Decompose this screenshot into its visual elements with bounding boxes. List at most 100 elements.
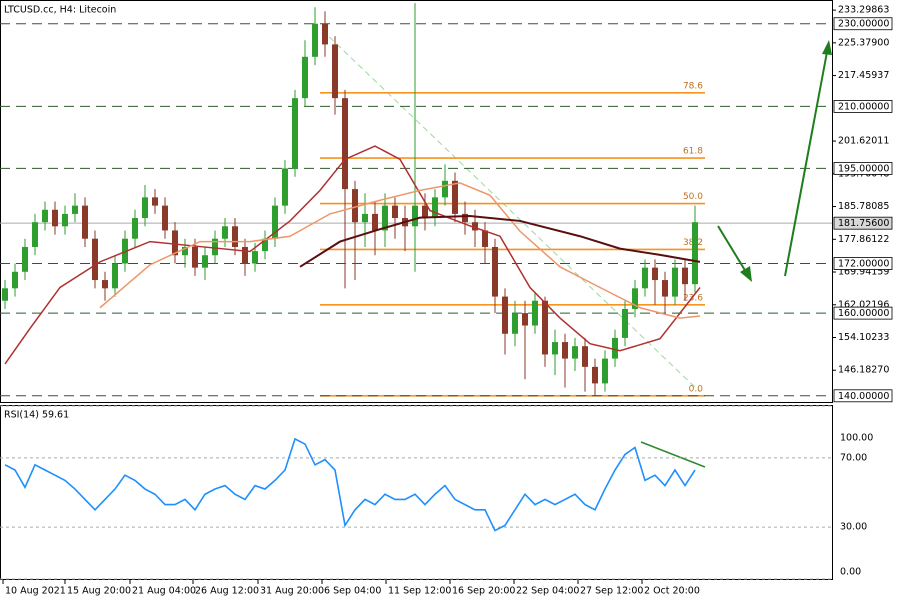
x-tick-label: 31 Aug 20:00 xyxy=(260,586,324,597)
level-label: 230.00000 xyxy=(838,19,889,30)
moving-average xyxy=(299,214,701,268)
candle-body xyxy=(422,205,428,219)
candle-body xyxy=(112,263,118,289)
candle-body xyxy=(612,337,618,359)
divergence-line xyxy=(640,441,706,468)
candle-body xyxy=(522,313,528,326)
level-label: 181.75600 xyxy=(838,218,889,229)
candle-body xyxy=(152,197,158,206)
level-box xyxy=(833,306,893,320)
forecast-arrows xyxy=(717,40,832,282)
candle-body xyxy=(592,366,598,384)
level-label: 195.00000 xyxy=(838,163,889,174)
y-tick-label: 0.00 xyxy=(840,567,861,578)
y-tick-label: 100.00 xyxy=(840,433,873,444)
candle-body xyxy=(672,267,678,297)
y-tick-label: 217.45937 xyxy=(838,70,889,81)
candle-body xyxy=(412,205,418,227)
candle-body xyxy=(392,205,398,219)
candle-body xyxy=(302,56,308,99)
candle-body xyxy=(242,246,248,264)
candle-body xyxy=(662,280,668,297)
candle-body xyxy=(272,205,278,239)
candle-body xyxy=(462,213,468,223)
candle-body xyxy=(342,98,348,190)
candle-body xyxy=(552,342,558,355)
arrow-up xyxy=(784,51,828,277)
candle-body xyxy=(282,168,288,206)
candle-body xyxy=(442,180,448,198)
chart-title: LTCUSD.cc, H4: Litecoin xyxy=(4,5,116,16)
candle-body xyxy=(12,271,18,289)
arrow-down xyxy=(717,225,747,273)
candle-body xyxy=(322,23,328,45)
candle-body xyxy=(22,246,28,272)
arrow-head xyxy=(740,266,752,282)
y-tick-label: 169.94159 xyxy=(838,267,889,278)
candle-body xyxy=(2,288,8,301)
candle-body xyxy=(582,346,588,367)
candle-body xyxy=(352,189,358,223)
candle-body xyxy=(542,300,548,355)
candle-body xyxy=(622,308,628,338)
candle-body xyxy=(692,222,698,285)
moving-average xyxy=(99,182,701,319)
candle-body xyxy=(382,205,388,231)
candle-body xyxy=(132,218,138,239)
candle-body xyxy=(312,23,318,57)
y-tick-label: 225.37900 xyxy=(838,37,889,48)
candle-body xyxy=(82,205,88,239)
candle-body xyxy=(602,358,608,384)
candle-body xyxy=(452,180,458,214)
x-tick-label: 26 Aug 12:00 xyxy=(195,586,259,597)
candle-body xyxy=(162,205,168,231)
candle-body xyxy=(142,197,148,219)
x-tick-label: 15 Aug 20:00 xyxy=(67,586,131,597)
x-tick-label: 10 Aug 2021 xyxy=(5,586,66,597)
candle-body xyxy=(432,197,438,219)
candle-body xyxy=(512,313,518,334)
candle-body xyxy=(42,209,48,223)
arrow-head xyxy=(822,40,832,55)
y-tick-label: 70.00 xyxy=(840,452,867,463)
candle-body xyxy=(472,222,478,231)
candle-body xyxy=(532,300,538,326)
rsi-pane xyxy=(0,405,833,580)
price-pane xyxy=(0,0,833,403)
candle-body xyxy=(682,267,688,285)
level-label: 210.00000 xyxy=(838,101,889,112)
fib-label: 0.0 xyxy=(689,384,704,394)
level-label: 172.00000 xyxy=(838,259,889,270)
y-tick-label: 185.78085 xyxy=(838,201,889,212)
candle-body xyxy=(252,251,258,264)
y-tick-label: 146.18270 xyxy=(838,365,889,376)
candle-body xyxy=(172,230,178,256)
candle-body xyxy=(102,280,108,289)
rsi-title: RSI(14) 59.61 xyxy=(4,410,69,421)
candle-body xyxy=(482,230,488,247)
candle-body xyxy=(182,246,188,256)
trend-line xyxy=(321,29,701,393)
candle-body xyxy=(632,288,638,309)
candle-body xyxy=(192,246,198,268)
y-tick-label: 233.29863 xyxy=(838,5,889,16)
candle-body xyxy=(642,267,648,289)
candle-body xyxy=(292,98,298,169)
x-tick-label: 22 Sep 04:00 xyxy=(516,586,579,597)
moving-average xyxy=(4,145,701,365)
level-label: 160.00000 xyxy=(838,308,889,319)
candle-body xyxy=(492,246,498,297)
level-box xyxy=(833,216,893,230)
y-tick-label: 177.86122 xyxy=(838,234,889,245)
candle-body xyxy=(222,226,228,239)
fib-label: 23.6 xyxy=(683,293,703,303)
candle-body xyxy=(572,346,578,359)
x-tick-label: 27 Sep 12:00 xyxy=(580,586,643,597)
level-box xyxy=(833,389,893,403)
candle-body xyxy=(32,222,38,247)
candle-body xyxy=(332,44,338,99)
candle-body xyxy=(372,213,378,231)
x-tick-label: 21 Aug 04:00 xyxy=(132,586,196,597)
x-tick-label: 6 Sep 04:00 xyxy=(324,586,381,597)
candle-body xyxy=(52,209,58,227)
